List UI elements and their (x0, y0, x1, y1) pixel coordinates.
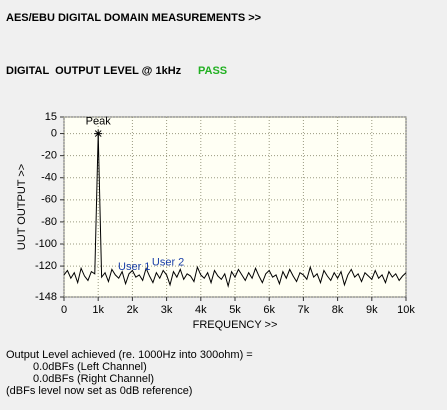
peak-marker (94, 129, 103, 138)
footer-line: 0.0dBFs (Right Channel) (33, 373, 154, 385)
annotation: Peak (86, 115, 112, 127)
y-tick-label: -60 (41, 194, 57, 206)
annotation: User 1 (118, 261, 150, 273)
footer-line: 0.0dBFs (Left Channel) (33, 361, 147, 373)
status: PASS (198, 65, 227, 77)
page-title: AES/EBU DIGITAL DOMAIN MEASUREMENTS >> (6, 12, 261, 24)
y-tick-label: -80 (41, 216, 57, 228)
annotation: User 2 (152, 257, 184, 269)
y-tick-label: 0 (51, 127, 57, 139)
x-tick-label: 2k (127, 304, 139, 316)
y-tick-label: -120 (35, 260, 57, 272)
y-tick-label: -100 (35, 238, 57, 250)
test-name: DIGITAL OUTPUT LEVEL @ 1kHz (6, 65, 182, 77)
footer-line: (dBFs level now set as 0dB reference) (6, 385, 192, 397)
y-tick-label: -40 (41, 172, 57, 184)
x-tick-label: 0 (61, 304, 67, 316)
x-tick-label: 6k (263, 304, 275, 316)
x-tick-label: 4k (195, 304, 207, 316)
y-tick-label: -20 (41, 150, 57, 162)
spectrum-line (63, 133, 407, 288)
y-tick-label: -148 (35, 291, 57, 303)
x-tick-label: 5k (229, 304, 241, 316)
plot: 15 0 -20 -40 -60 -80 -100 -120 -148 0 1k 2k 3k 4k 5k 6k… (35, 111, 415, 316)
y-axis-label: UUT OUTPUT >> (16, 164, 28, 250)
x-tick-label: 1k (92, 304, 104, 316)
x-tick-label: 10k (397, 304, 415, 316)
footer-line: Output Level achieved (re. 1000Hz into 3… (6, 349, 253, 361)
x-axis-label: FREQUENCY >> (193, 319, 278, 331)
x-tick-label: 3k (161, 304, 173, 316)
y-tick-label: 15 (45, 111, 57, 123)
x-tick-label: 8k (332, 304, 344, 316)
x-tick-label: 7k (298, 304, 310, 316)
x-tick-label: 9k (366, 304, 378, 316)
